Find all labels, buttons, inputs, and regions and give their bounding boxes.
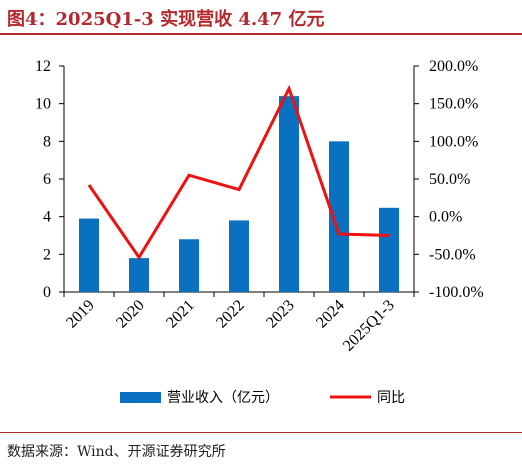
left-tick-label: 6	[43, 171, 51, 188]
right-tick-label: 100.0%	[429, 133, 478, 150]
right-tick-label: 0.0%	[429, 209, 462, 226]
left-tick-label: 4	[43, 209, 51, 226]
source-rule	[0, 432, 522, 433]
x-tick-label: 2022	[213, 297, 248, 332]
x-tick-label: 2021	[163, 297, 198, 332]
source-note: 数据来源：Wind、开源证券研究所	[7, 444, 226, 460]
revenue-bar	[379, 207, 399, 292]
revenue-bar	[129, 258, 149, 292]
x-tick-label: 2019	[63, 297, 98, 332]
revenue-bar	[229, 220, 249, 292]
x-tick-label: 2024	[313, 297, 348, 332]
left-tick-label: 2	[43, 246, 51, 263]
left-tick-label: 0	[43, 284, 51, 301]
bar-series	[79, 96, 399, 292]
revenue-bar	[279, 96, 299, 292]
legend-bar-swatch	[120, 392, 161, 403]
right-tick-label: 200.0%	[429, 58, 478, 75]
right-tick-label: 50.0%	[429, 171, 470, 188]
title-rule	[0, 33, 522, 35]
legend-line-label: 同比	[377, 390, 405, 406]
legend-bar-label: 营业收入（亿元）	[167, 390, 279, 406]
revenue-bar	[329, 141, 349, 292]
x-tick-label: 2023	[263, 297, 298, 332]
revenue-bar	[79, 218, 99, 292]
line-series	[87, 84, 390, 261]
revenue-bar	[179, 239, 199, 292]
right-tick-label: -50.0%	[429, 246, 476, 263]
figure-title: 图4：2025Q1-3 实现营收 4.47 亿元	[7, 9, 325, 30]
x-tick-label: 2020	[113, 297, 148, 332]
x-tick-label: 2025Q1-3	[340, 297, 398, 355]
legend: 营业收入（亿元） 同比	[120, 390, 405, 406]
left-tick-label: 8	[43, 133, 51, 150]
right-tick-label: 150.0%	[429, 96, 478, 113]
right-tick-label: -100.0%	[429, 284, 484, 301]
left-tick-label: 12	[35, 58, 51, 75]
left-tick-label: 10	[35, 96, 51, 113]
